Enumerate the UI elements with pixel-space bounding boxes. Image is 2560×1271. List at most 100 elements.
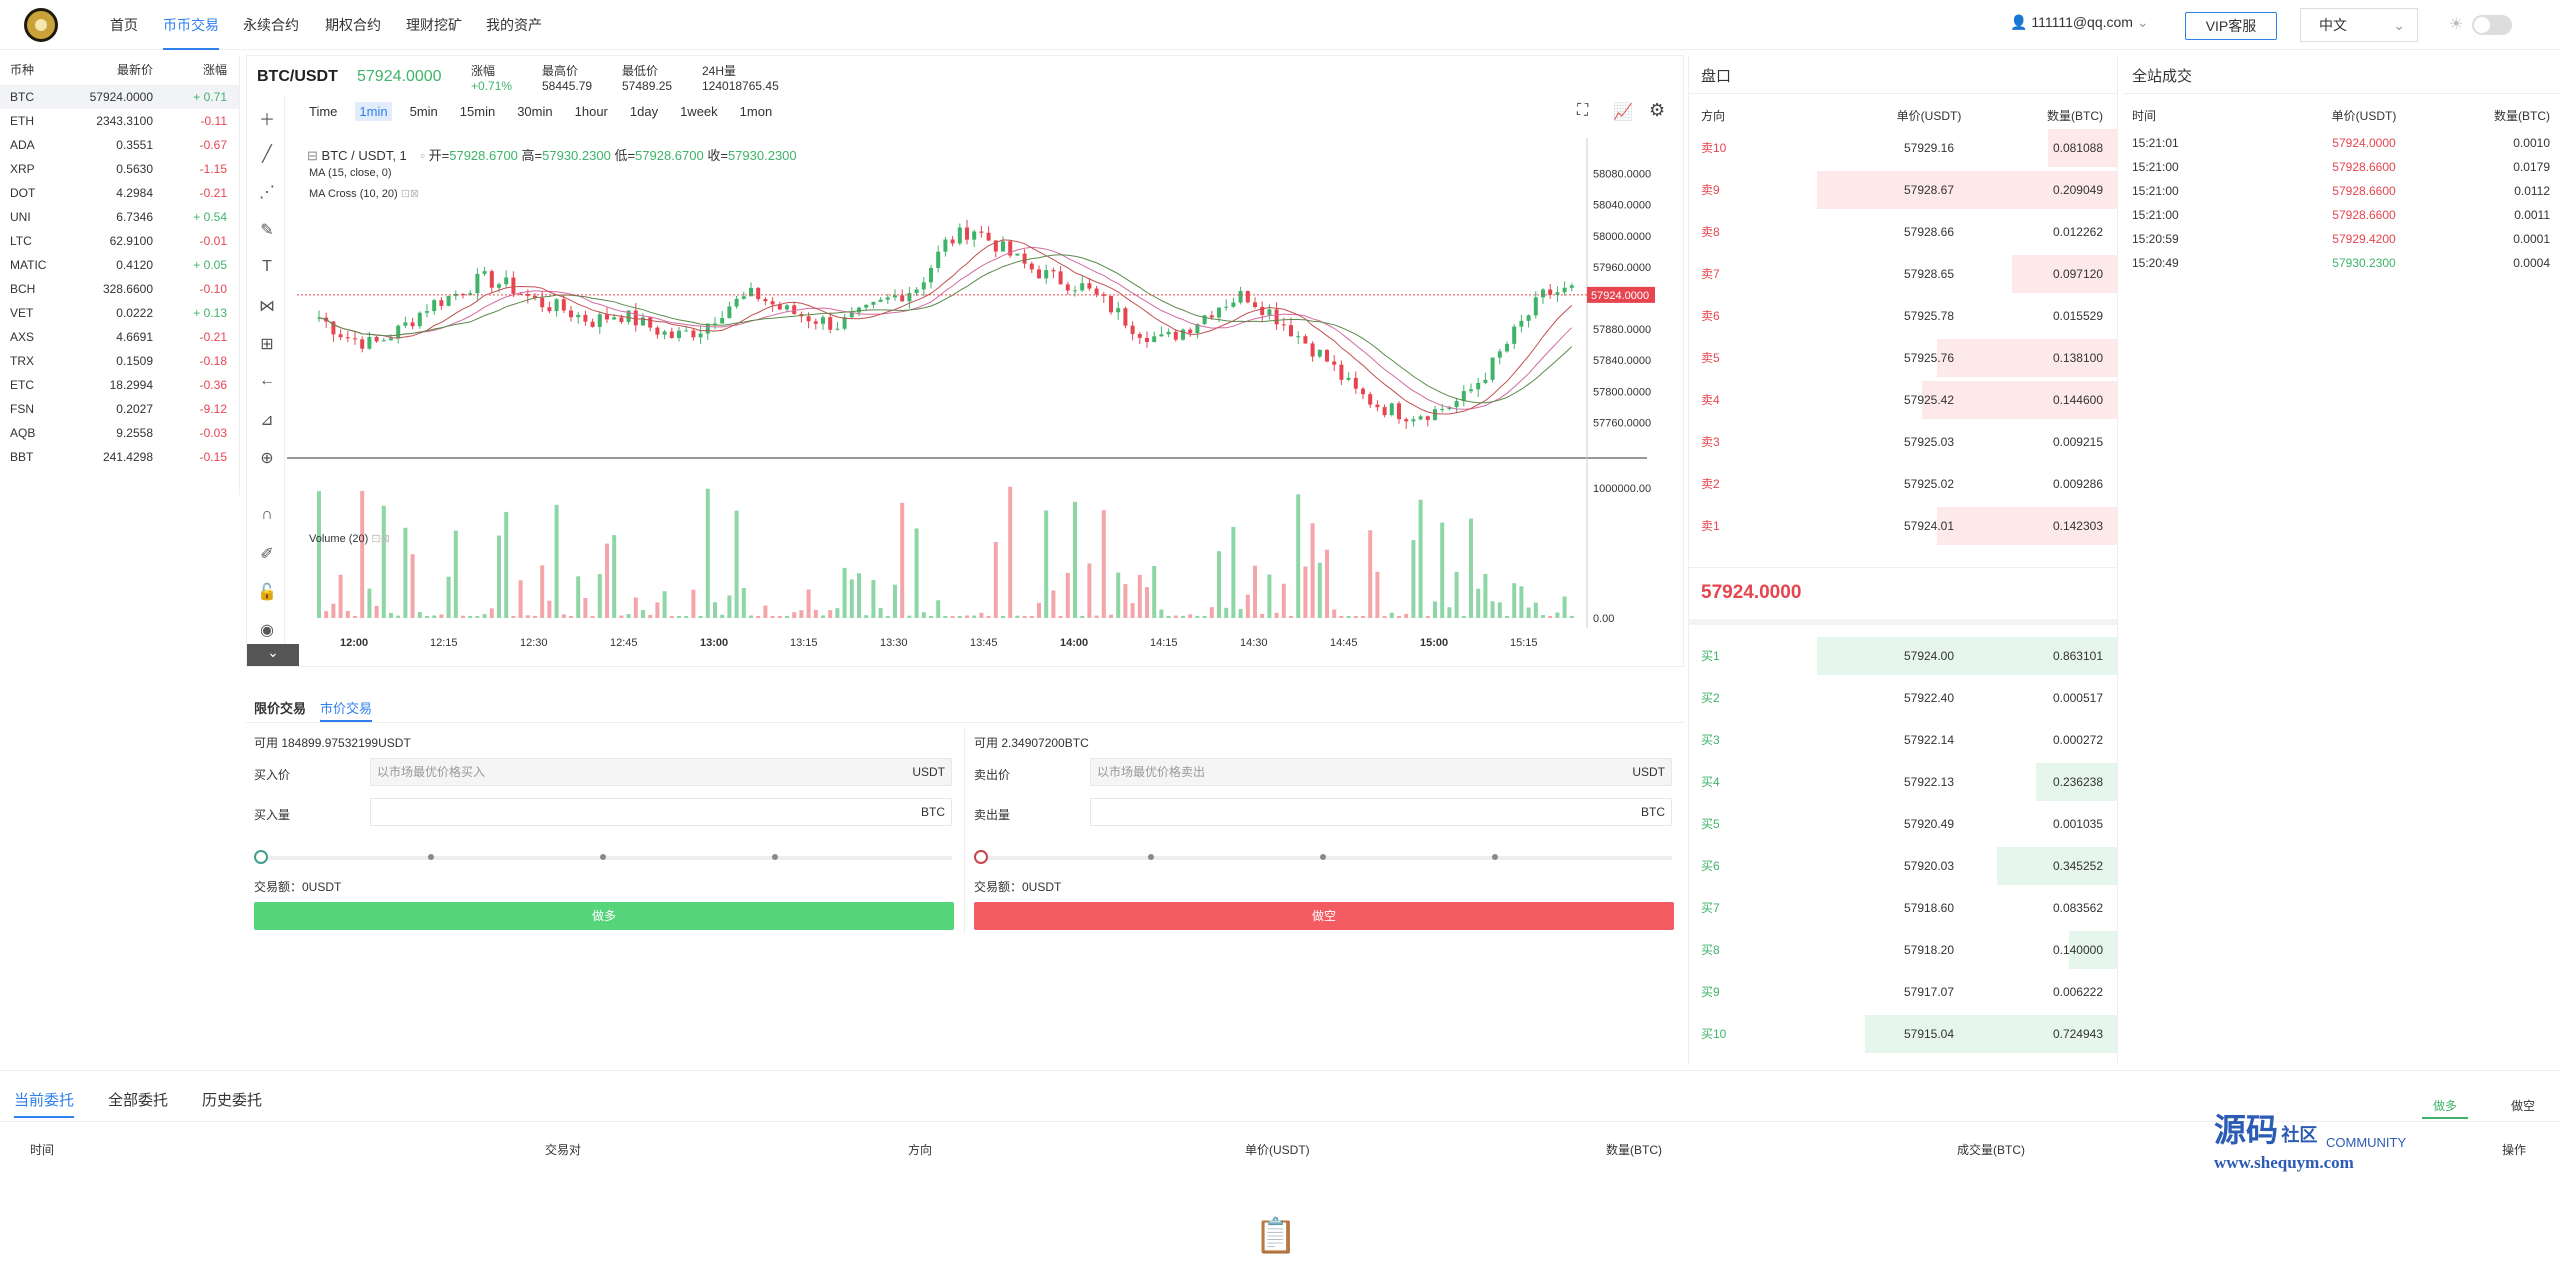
timeframe-30min[interactable]: 30min: [517, 104, 553, 119]
back-arrow-icon[interactable]: ←: [259, 372, 275, 389]
gear-icon[interactable]: ⚙: [1649, 100, 1666, 120]
zoom-in-icon[interactable]: ⊕: [260, 450, 274, 467]
ask-row[interactable]: 卖8 57928.66 0.012262: [1689, 211, 2117, 253]
tab-all-orders[interactable]: 全部委托: [108, 1092, 169, 1109]
market-row[interactable]: BBT 241.4298 -0.15: [0, 445, 239, 469]
bid-row[interactable]: 买4 57922.13 0.236238: [1689, 761, 2117, 803]
ask-row[interactable]: 卖1 57924.01 0.142303: [1689, 505, 2117, 547]
measure-icon[interactable]: ⊞: [260, 336, 274, 353]
chart-type-icon[interactable]: 📈: [1613, 104, 1633, 121]
tab-limit[interactable]: 限价交易: [254, 701, 307, 716]
bid-row[interactable]: 买5 57920.49 0.001035: [1689, 803, 2117, 845]
timeframe-1week[interactable]: 1week: [680, 104, 718, 119]
market-row[interactable]: ETH 2343.3100 -0.11: [0, 109, 239, 133]
tab-history-orders[interactable]: 历史委托: [202, 1092, 263, 1109]
price-chart[interactable]: 58080.0000 58040.0000 58000.0000 57960.0000…: [287, 138, 1677, 658]
nav-assets[interactable]: 我的资产: [486, 17, 542, 33]
vip-service-button[interactable]: VIP客服: [2185, 12, 2277, 40]
ask-row[interactable]: 卖2 57925.02 0.009286: [1689, 463, 2117, 505]
theme-toggle[interactable]: [2472, 15, 2512, 35]
market-row[interactable]: BCH 328.6600 -0.10: [0, 277, 239, 301]
market-row[interactable]: XRP 0.5630 -1.15: [0, 157, 239, 181]
slider-handle[interactable]: [974, 850, 988, 864]
market-row[interactable]: ADA 0.3551 -0.67: [0, 133, 239, 157]
nav-options[interactable]: 期权合约: [325, 17, 381, 33]
bid-row[interactable]: 买2 57922.40 0.000517: [1689, 677, 2117, 719]
market-row[interactable]: UNI 6.7346 + 0.54: [0, 205, 239, 229]
user-menu[interactable]: 👤 111111@qq.com ⌄: [2010, 14, 2149, 31]
bid-row[interactable]: 买1 57924.00 0.863101: [1689, 635, 2117, 677]
market-row[interactable]: FSN 0.2027 -9.12: [0, 397, 239, 421]
tab-market[interactable]: 市价交易: [320, 698, 373, 722]
fib-icon[interactable]: ⋰: [259, 184, 275, 201]
nav-spot-trading[interactable]: 币币交易: [163, 0, 219, 50]
orders-col-action: 操作: [2502, 1143, 2527, 1157]
candle-body: [705, 323, 710, 334]
buy-slider[interactable]: [254, 850, 952, 864]
nav-perpetual[interactable]: 永续合约: [243, 17, 299, 33]
sell-slider[interactable]: [974, 850, 1672, 864]
logo[interactable]: [24, 8, 58, 42]
nav-home[interactable]: 首页: [110, 17, 138, 33]
ask-row[interactable]: 卖4 57925.42 0.144600: [1689, 379, 2117, 421]
eye-icon[interactable]: ◉: [260, 622, 274, 639]
candle-body: [1310, 343, 1315, 357]
lock-icon[interactable]: 🔓: [257, 584, 277, 601]
language-select[interactable]: 中文 ⌄: [2300, 8, 2418, 42]
market-row[interactable]: DOT 4.2984 -0.21: [0, 181, 239, 205]
settings-small-icon[interactable]: ▫: [420, 148, 426, 163]
timeframe-Time[interactable]: Time: [309, 104, 338, 119]
timeframe-1mon[interactable]: 1mon: [739, 104, 773, 119]
market-row[interactable]: VET 0.0222 + 0.13: [0, 301, 239, 325]
crosshair-icon[interactable]: ＋: [258, 112, 275, 129]
ask-row[interactable]: 卖9 57928.67 0.209049: [1689, 169, 2117, 211]
sell-price-field[interactable]: 以市场最优价格卖出 USDT: [1090, 758, 1672, 786]
bid-row[interactable]: 买10 57915.04 0.724943: [1689, 1013, 2117, 1055]
ask-row[interactable]: 卖3 57925.03 0.009215: [1689, 421, 2117, 463]
market-row[interactable]: BTC 57924.0000 + 0.71: [0, 85, 239, 109]
magnet-icon[interactable]: ∩: [261, 506, 273, 523]
timeframe-15min[interactable]: 15min: [459, 104, 496, 119]
tab-current-orders[interactable]: 当前委托: [14, 1089, 75, 1118]
timeframe-1hour[interactable]: 1hour: [574, 104, 608, 119]
nav-mining[interactable]: 理财挖矿: [406, 17, 462, 33]
lock-drawing-icon[interactable]: ✐: [260, 546, 274, 563]
candle-body: [1555, 292, 1560, 295]
market-row[interactable]: AQB 9.2558 -0.03: [0, 421, 239, 445]
bid-row[interactable]: 买8 57918.20 0.140000: [1689, 929, 2117, 971]
close-icon[interactable]: ⊡⊠: [400, 188, 420, 200]
chevron-down-icon[interactable]: ⌄: [247, 644, 299, 666]
buy-long-button[interactable]: 做多: [254, 902, 954, 930]
brush-icon[interactable]: ✎: [260, 222, 274, 239]
timeframe-5min[interactable]: 5min: [409, 104, 438, 119]
ask-row[interactable]: 卖10 57929.16 0.081088: [1689, 127, 2117, 169]
slider-handle[interactable]: [254, 850, 268, 864]
timeframe-1day[interactable]: 1day: [629, 104, 659, 119]
bid-row[interactable]: 买3 57922.14 0.000272: [1689, 719, 2117, 761]
bid-row[interactable]: 买6 57920.03 0.345252: [1689, 845, 2117, 887]
text-icon[interactable]: T: [262, 258, 272, 275]
market-row[interactable]: AXS 4.6691 -0.21: [0, 325, 239, 349]
ruler-icon[interactable]: ⊿: [260, 412, 274, 429]
bid-row[interactable]: 买9 57917.07 0.006222: [1689, 971, 2117, 1013]
filter-short[interactable]: 做空: [2510, 1099, 2535, 1113]
timeframe-1min[interactable]: 1min: [355, 102, 392, 121]
sell-short-button[interactable]: 做空: [974, 902, 1674, 930]
fullscreen-icon[interactable]: ⛶: [1577, 102, 1589, 119]
close-icon[interactable]: ⊡⊠: [371, 533, 390, 545]
buy-amount-field[interactable]: BTC: [370, 798, 952, 826]
filter-long[interactable]: 做多: [2422, 1097, 2468, 1119]
ask-row[interactable]: 卖6 57925.78 0.015529: [1689, 295, 2117, 337]
buy-price-field[interactable]: 以市场最优价格买入 USDT: [370, 758, 952, 786]
market-row[interactable]: MATIC 0.4120 + 0.05: [0, 253, 239, 277]
market-row[interactable]: ETC 18.2994 -0.36: [0, 373, 239, 397]
bid-row[interactable]: 买7 57918.60 0.083562: [1689, 887, 2117, 929]
market-row[interactable]: LTC 62.9100 -0.01: [0, 229, 239, 253]
ask-row[interactable]: 卖7 57928.65 0.097120: [1689, 253, 2117, 295]
market-row[interactable]: TRX 0.1509 -0.18: [0, 349, 239, 373]
collapse-icon[interactable]: ⊟: [307, 148, 318, 163]
sell-amount-field[interactable]: BTC: [1090, 798, 1672, 826]
pattern-icon[interactable]: ⋈: [259, 298, 275, 315]
ask-row[interactable]: 卖5 57925.76 0.138100: [1689, 337, 2117, 379]
trend-line-icon[interactable]: ╱: [262, 146, 272, 163]
